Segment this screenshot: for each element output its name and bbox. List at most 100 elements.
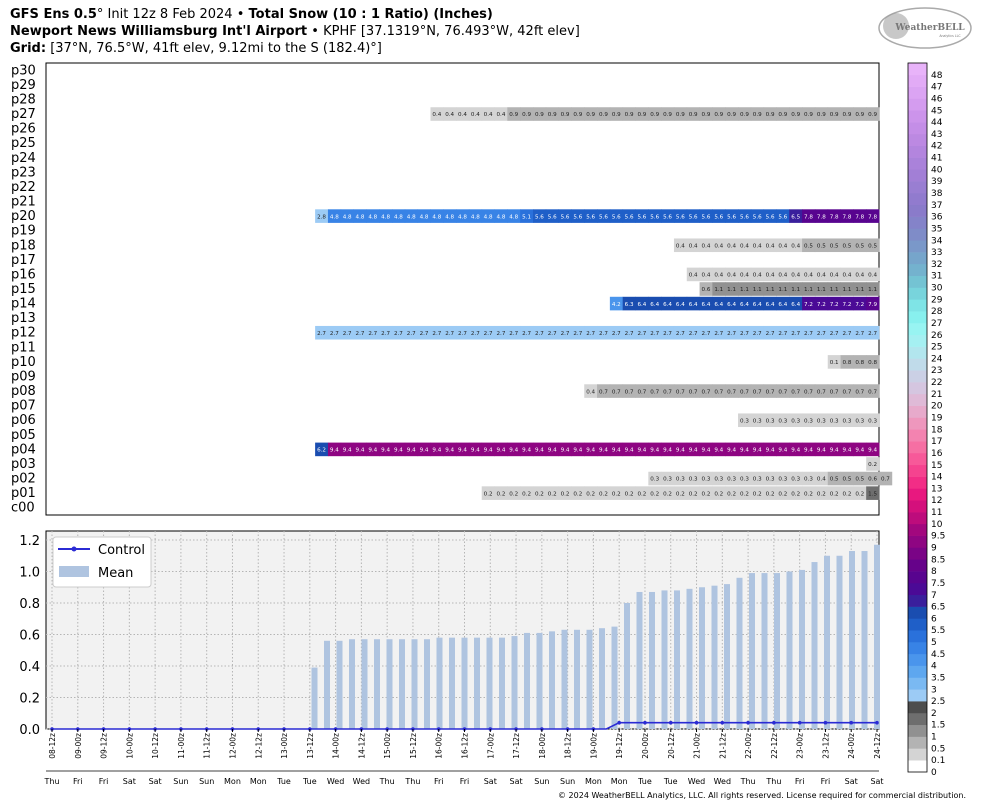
heatmap-cell	[712, 107, 726, 121]
cell-value-label: 9.4	[804, 448, 813, 454]
separator: •	[236, 7, 245, 22]
colorbar-segment	[908, 382, 927, 395]
mean-bar	[786, 571, 793, 729]
heatmap-cell	[712, 267, 726, 282]
colorbar-segment	[908, 535, 927, 548]
colorbar-segment	[908, 393, 927, 406]
heatmap-cell	[379, 209, 393, 223]
cell-value-label: 6.4	[650, 302, 659, 308]
heatmap-cell	[750, 413, 765, 428]
heatmap-cell	[571, 325, 585, 340]
colorbar-segment	[908, 606, 927, 619]
heatmap-cell	[661, 325, 675, 340]
colorbar-tick-label: 37	[931, 201, 942, 211]
heatmap-cell	[750, 486, 765, 500]
cell-value-label: 0.2	[804, 491, 813, 497]
cell-value-label: 2.7	[509, 331, 518, 337]
cell-value-label: 0.4	[830, 273, 839, 279]
heatmap-cell	[494, 325, 508, 340]
x-tick-label: 13-12z	[306, 733, 315, 759]
heatmap-cell	[866, 457, 880, 471]
day-label: Fri	[99, 777, 109, 786]
colorbar-tick-label: 47	[931, 83, 942, 93]
heatmap-cell	[712, 296, 726, 311]
colorbar-segment	[908, 145, 927, 158]
heatmap-cell	[840, 209, 854, 223]
day-label: Sat	[123, 777, 136, 786]
heatmap-cell	[802, 238, 816, 253]
heatmap-cell	[417, 209, 431, 223]
cell-value-label: 7.2	[830, 302, 839, 308]
heatmap-cell	[532, 209, 547, 223]
heatmap-cell	[609, 384, 624, 398]
heatmap-cell	[802, 107, 816, 121]
heatmap-cell	[571, 107, 585, 121]
heatmap-cell	[853, 486, 867, 500]
x-tick-label: 12-00z	[228, 733, 237, 759]
heatmap-cell	[648, 384, 662, 398]
cell-value-label: 2.7	[432, 331, 441, 337]
cell-value-label: 9.4	[625, 448, 634, 454]
colorbar-segment	[908, 263, 927, 276]
colorbar-tick-label: 46	[931, 94, 943, 104]
cell-value-label: 0.5	[855, 243, 864, 249]
member-label: p23	[11, 165, 36, 180]
cell-value-label: 0.2	[535, 491, 544, 497]
heatmap-cell	[840, 238, 854, 253]
colorbar-tick-label: 18	[931, 425, 943, 435]
colorbar-segment	[908, 228, 927, 241]
heatmap-cell	[520, 442, 534, 457]
heatmap-cell	[366, 442, 380, 457]
cell-value-label: 9.4	[330, 448, 339, 454]
colorbar-tick-label: 0.1	[931, 756, 945, 766]
heatmap-cell	[661, 471, 675, 486]
heatmap-cell	[827, 282, 841, 296]
heatmap-cell	[353, 442, 367, 457]
day-label: Mon	[585, 777, 602, 786]
cell-value-label: 9.4	[855, 448, 864, 454]
cell-value-label: 7.8	[855, 214, 864, 220]
cell-value-label: 0.9	[586, 112, 595, 118]
cell-value-label: 2.7	[420, 331, 429, 337]
heatmap-cell	[763, 107, 777, 121]
colorbar-segment	[908, 311, 927, 324]
cell-value-label: 4.2	[612, 302, 621, 308]
colorbar-tick-label: 0	[931, 768, 937, 778]
cell-value-label: 1.1	[740, 287, 749, 293]
heatmap-cell	[661, 486, 675, 500]
heatmap-cell	[699, 471, 713, 486]
heatmap-cell	[789, 325, 803, 340]
colorbar-tick-label: 32	[931, 260, 942, 270]
heatmap-cell	[738, 442, 752, 457]
colorbar-segment	[908, 86, 927, 99]
mean-bar	[811, 562, 818, 729]
colorbar-tick-label: 44	[931, 118, 943, 128]
colorbar-segment	[908, 181, 927, 194]
cell-value-label: 5.6	[740, 214, 749, 220]
cell-value-label: 6.4	[753, 302, 762, 308]
heatmap-cell	[430, 442, 444, 457]
cell-value-label: 2.7	[830, 331, 839, 337]
cell-value-label: 5.6	[753, 214, 762, 220]
cell-value-label: 9.4	[356, 448, 365, 454]
colorbar-segment	[908, 724, 927, 737]
cell-value-label: 9.4	[458, 448, 467, 454]
heatmap-cell	[763, 384, 777, 398]
cell-value-label: 0.7	[637, 389, 646, 395]
heatmap-cell	[789, 442, 803, 457]
cell-value-label: 5.6	[625, 214, 634, 220]
member-label: p01	[11, 486, 36, 501]
heatmap-cell	[635, 209, 649, 223]
cell-value-label: 9.4	[663, 448, 672, 454]
heatmap-cell	[494, 107, 508, 121]
x-tick-label: 23-00z	[796, 733, 805, 759]
cell-value-label: 0.4	[766, 273, 775, 279]
heatmap-cell	[622, 107, 636, 121]
legend-control-marker	[71, 546, 77, 552]
mean-bar	[524, 632, 530, 729]
cell-value-label: 6.4	[791, 302, 800, 308]
heatmap-cell	[840, 442, 854, 457]
heatmap-cell	[712, 325, 726, 340]
day-label: Sun	[560, 777, 575, 786]
mean-bar	[861, 551, 868, 729]
